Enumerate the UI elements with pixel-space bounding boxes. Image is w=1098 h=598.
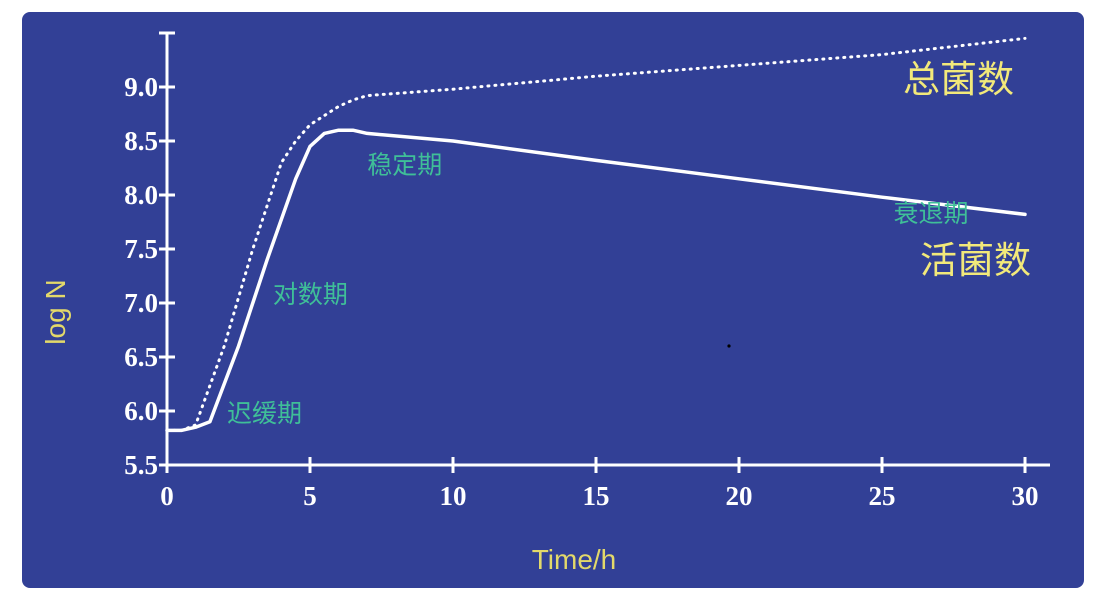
x-tick-label: 20 [726,481,753,511]
x-tick-label: 5 [303,481,317,511]
x-tick-label: 25 [869,481,896,511]
y-tick-label: 5.5 [124,450,158,480]
phase-label: 迟缓期 [227,399,302,428]
y-tick-label: 6.5 [124,342,158,372]
y-tick-label: 8.5 [124,126,158,156]
chart-labels: Time/h log N 总菌数 活菌数 [40,58,1031,575]
x-axis-title: Time/h [532,544,617,575]
x-tick-label: 30 [1012,481,1039,511]
y-tick-label: 8.0 [124,180,158,210]
series-label-total: 总菌数 [903,58,1014,101]
y-tick-label: 9.0 [124,72,158,102]
series-lines [165,36,1027,433]
y-tick-label: 7.0 [124,288,158,318]
chart-panel [22,12,1084,588]
y-tick-label: 6.0 [124,396,158,426]
phase-label: 稳定期 [367,150,442,179]
x-tick-label: 10 [440,481,467,511]
series-line-total [165,36,1027,432]
stray-dot [727,344,731,348]
phase-label: 衰退期 [893,199,968,228]
series-line-viable [165,128,1027,433]
y-axis-title: log N [40,279,71,344]
y-tick-label: 7.5 [124,234,158,264]
x-tick-label: 15 [583,481,610,511]
x-tick-label: 0 [160,481,174,511]
ticks: 0 5 10 15 20 25 30 5.5 6.0 6.5 7.0 7.5 8.0 8.5 9.0 [124,72,1038,511]
phase-label: 对数期 [273,280,348,309]
series-label-viable: 活菌数 [920,239,1031,282]
